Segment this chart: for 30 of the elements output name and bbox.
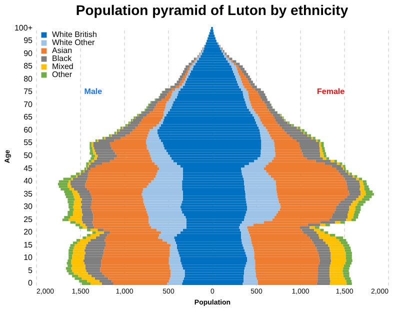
y-tick-label: 0 — [28, 278, 34, 288]
y-tick-label: 50 — [24, 151, 34, 160]
y-tick-label: 10 — [24, 253, 34, 262]
y-tick-label: 40 — [24, 176, 34, 186]
y-tick-label: 35 — [24, 189, 34, 198]
chart-title: Population pyramid of Luton by ethnicity — [76, 2, 348, 18]
annotation: Male — [84, 87, 103, 96]
y-tick-label: 20 — [24, 228, 34, 237]
y-tick-label: 90 — [24, 48, 34, 58]
y-tick-label: 60 — [24, 125, 34, 134]
legend-label: Asian — [52, 46, 72, 55]
y-tick-label: 75 — [24, 87, 34, 96]
y-tick-label: 65 — [24, 112, 34, 122]
y-tick-label: 70 — [24, 100, 34, 109]
y-tick-label: 80 — [24, 74, 34, 84]
y-tick-label: 100+ — [14, 23, 33, 32]
y-tick-label: 25 — [24, 214, 34, 224]
y-tick-label: 15 — [24, 240, 34, 250]
legend-label: White British — [52, 30, 97, 39]
y-tick-label: 30 — [24, 202, 34, 212]
legend-label: Other — [52, 70, 72, 79]
annotation: Female — [317, 87, 346, 96]
legend-label: White Other — [52, 38, 96, 47]
legend-label: Black — [52, 54, 73, 63]
y-tick-label: 85 — [24, 62, 34, 71]
y-tick-label: 95 — [24, 36, 34, 46]
legend-label: Mixed — [52, 62, 74, 71]
y-tick-label: 5 — [28, 266, 34, 275]
y-tick-label: 55 — [24, 138, 34, 148]
y-tick-label: 45 — [24, 164, 34, 173]
